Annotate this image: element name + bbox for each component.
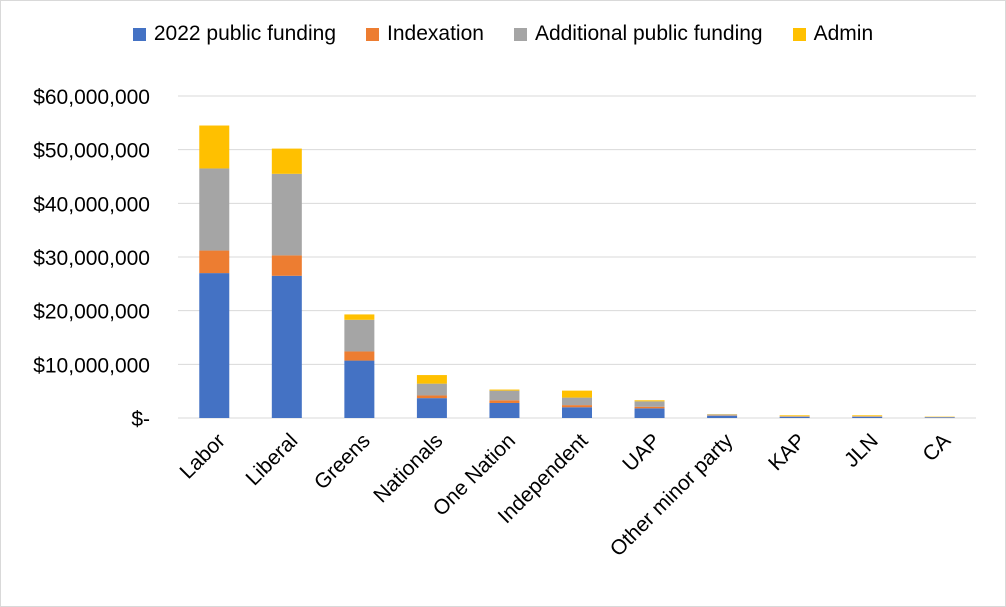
bar-segment [852,416,883,418]
y-tick-label: $50,000,000 [33,140,150,163]
bar-segment [562,407,592,418]
bar-segment [271,148,302,174]
legend-item-additional-funding: Additional public funding [513,22,763,46]
legend-item-admin: Admin [792,22,874,46]
bar-segment [707,414,738,416]
bar-segment [779,415,810,417]
bar-segment [271,255,302,276]
bar-segment [344,351,375,361]
bar-segment [416,383,447,396]
bar-segment [199,168,230,251]
bar-segment [634,406,665,409]
bar-segment [199,125,230,169]
legend-item-indexation: Indexation [366,22,484,46]
legend-label-public-funding: 2022 public funding [153,22,337,45]
bar-segment [416,395,447,399]
bar-segment [344,360,375,418]
bar-segment [852,416,883,417]
x-tick-label: Nationals [369,429,447,507]
bar-segment [924,417,955,418]
bar-segment [634,408,665,418]
legend-swatch-admin [792,27,806,41]
x-tick-label: Labor [176,429,230,483]
bar-segment [344,319,375,352]
bar-segment [779,416,810,417]
bar-segment [779,416,810,418]
x-tick-label: CA [918,429,955,466]
bar-segment [634,401,665,407]
legend-label-admin: Admin [813,22,874,45]
x-tick-label: Other minor party [606,429,738,561]
bar-segment [199,273,230,418]
bar-segment [634,400,665,402]
bar-segment [489,389,520,391]
x-tick-label: UAP [618,429,665,476]
bar-segment [707,415,738,418]
x-tick-label: JLN [840,429,883,472]
bar-segment [416,375,447,384]
y-tick-label: $10,000,000 [33,354,150,377]
bar-segment [271,275,302,418]
bar-segment [489,390,520,401]
legend-label-additional-funding: Additional public funding [534,22,763,45]
legend-item-public-funding: 2022 public funding [132,22,337,46]
legend-swatch-indexation [366,27,380,41]
bar-segment [489,402,520,418]
bar-segment [562,397,592,406]
x-tick-label: Liberal [242,429,303,490]
y-tick-label: $40,000,000 [33,193,150,216]
y-tick-label: $20,000,000 [33,301,150,324]
legend-label-indexation: Indexation [387,22,484,45]
bar-segment [489,400,520,403]
bar-segment [852,415,883,417]
bar-segment [271,173,302,256]
legend-swatch-public-funding [132,27,146,41]
y-tick-label: $- [131,408,150,431]
y-tick-label: $30,000,000 [33,247,150,270]
legend-swatch-additional-funding [513,27,527,41]
legend: 2022 public funding Indexation Additiona… [0,22,1006,46]
y-tick-label: $60,000,000 [33,86,150,109]
x-tick-label: KAP [764,429,810,475]
bar-segment [199,250,230,274]
bar-segment [416,398,447,418]
bar-segment [344,314,375,320]
x-tick-label: Greens [310,429,375,494]
bar-segment [562,390,592,398]
bar-segment [562,405,592,408]
